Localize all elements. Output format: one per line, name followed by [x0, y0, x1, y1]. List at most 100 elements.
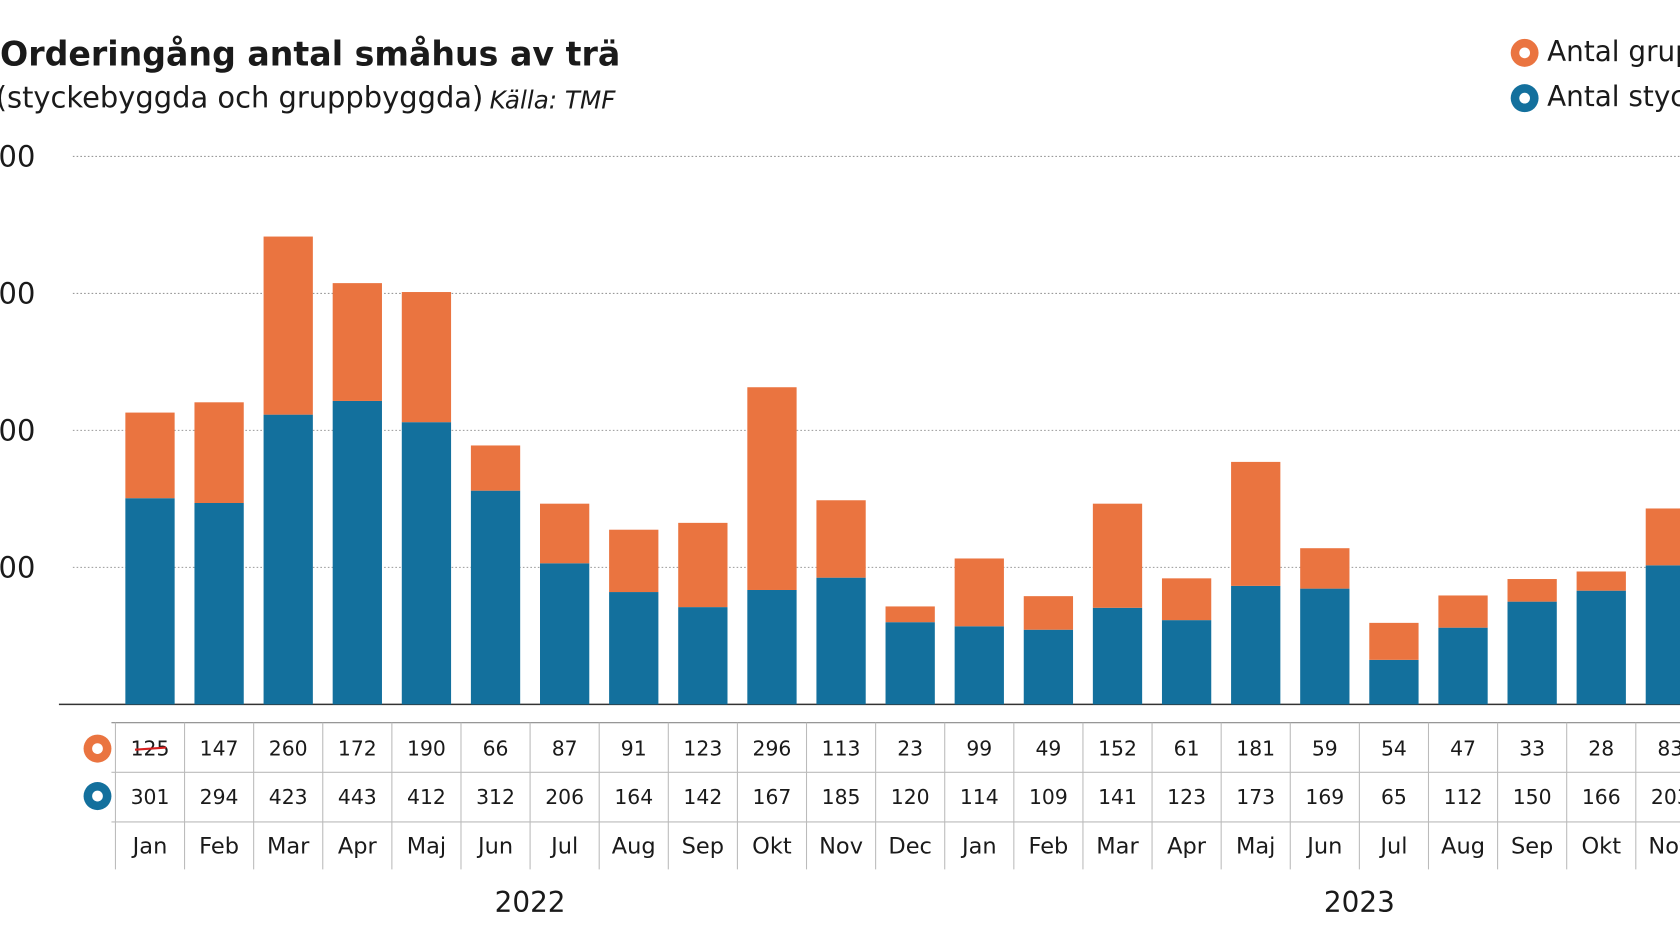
bar [609, 529, 659, 593]
value-label: 91 [621, 737, 647, 761]
bar [954, 626, 1004, 705]
value-label: 114 [960, 785, 999, 809]
bar [194, 402, 244, 503]
bar [885, 622, 935, 705]
source: Källa: TMF [490, 85, 617, 114]
period-label: 2022 [495, 886, 566, 919]
x-tick-label: Maj [1236, 833, 1275, 859]
value-label: 61 [1174, 737, 1200, 761]
bar [1161, 620, 1212, 705]
value-label: 166 [1582, 785, 1621, 809]
x-tick-label: Sep [1511, 833, 1553, 859]
chart-subtitle: (styckebyggda och gruppbyggda) [0, 80, 483, 114]
strike [134, 746, 167, 751]
legend-label: Antal grupp [1547, 35, 1680, 68]
value-label: 65 [1381, 785, 1407, 809]
value-label: 167 [753, 785, 792, 809]
bar [1369, 622, 1419, 660]
value-label: 206 [545, 785, 584, 809]
bar [1576, 590, 1626, 705]
x-tick-label: Aug [1441, 833, 1485, 859]
x-tick-label: Okt [1581, 833, 1621, 859]
bar [540, 563, 590, 705]
value-label: 423 [269, 785, 308, 809]
value-label: 33 [1519, 737, 1545, 761]
bar [1023, 596, 1074, 630]
bar [1576, 571, 1626, 591]
value-label: 120 [891, 785, 930, 809]
bar [1369, 659, 1419, 705]
legend-label: Antal styck [1547, 80, 1680, 113]
bar [194, 502, 244, 705]
x-tick-label: Feb [1028, 833, 1068, 859]
y-tick-label: 600 [0, 276, 35, 310]
value-label: 83 [1657, 737, 1680, 761]
period-label: 2023 [1324, 886, 1395, 919]
bar [1300, 588, 1350, 705]
value-label: 59 [1312, 737, 1338, 761]
value-label: 164 [614, 785, 653, 809]
bar [747, 589, 797, 705]
x-tick-label: Mar [1096, 833, 1139, 859]
y-tick-label: 800 [0, 140, 35, 174]
value-label: 49 [1035, 737, 1061, 761]
bar [332, 283, 382, 401]
bar [1507, 601, 1557, 705]
bar [885, 606, 935, 623]
value-label: 169 [1305, 785, 1344, 809]
bar [1438, 595, 1488, 628]
value-label: 23 [897, 737, 923, 761]
bar [678, 522, 728, 608]
x-tick-label: Jan [131, 833, 168, 859]
bar [816, 500, 866, 578]
bar [125, 412, 175, 499]
value-label: 296 [753, 737, 792, 761]
bar [609, 592, 659, 705]
x-tick-label: Jul [549, 833, 578, 859]
bar [1645, 508, 1680, 566]
value-label: 54 [1381, 737, 1407, 761]
value-label: 181 [1236, 737, 1275, 761]
value-label: 172 [338, 737, 377, 761]
value-label: 190 [407, 737, 446, 761]
bar [1438, 627, 1488, 705]
value-label: 28 [1588, 737, 1614, 761]
x-tick-label: Sep [682, 833, 724, 859]
x-tick-label: Apr [338, 833, 378, 859]
value-label: 109 [1029, 785, 1068, 809]
x-tick-label: Nov [819, 833, 863, 859]
bar [747, 387, 797, 590]
value-label: 66 [483, 737, 509, 761]
legend-icon [1510, 38, 1539, 67]
value-label: 312 [476, 785, 515, 809]
bar [1231, 461, 1281, 586]
x-tick-label: Nov [1648, 833, 1680, 859]
row-icon [83, 734, 112, 763]
value-label: 185 [822, 785, 861, 809]
x-tick-label: Okt [752, 833, 792, 859]
x-tick-label: Aug [612, 833, 656, 859]
value-label: 301 [131, 785, 170, 809]
value-label: 87 [552, 737, 578, 761]
bar [678, 607, 728, 705]
bar [954, 558, 1004, 627]
value-label: 123 [683, 737, 722, 761]
bar [125, 498, 175, 705]
x-tick-label: Dec [888, 833, 932, 859]
bar [1231, 585, 1281, 705]
x-tick-label: Feb [199, 833, 239, 859]
x-tick-label: Maj [407, 833, 446, 859]
value-label: 47 [1450, 737, 1476, 761]
value-label: 203 [1651, 785, 1680, 809]
bar [1507, 579, 1557, 602]
y-tick-label: 400 [0, 413, 35, 447]
legend-icon [1510, 84, 1539, 113]
value-label: 147 [200, 737, 239, 761]
bar [1092, 503, 1143, 608]
value-label: 152 [1098, 737, 1137, 761]
chart-title: Orderingång antal småhus av trä [0, 35, 620, 74]
value-label: 412 [407, 785, 446, 809]
bar [540, 503, 590, 564]
bar [1161, 578, 1212, 621]
